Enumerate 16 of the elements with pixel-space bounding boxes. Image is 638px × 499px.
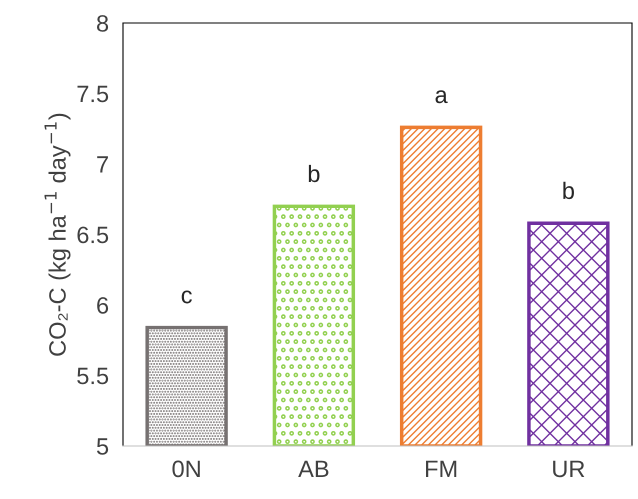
y-tick-label: 5.5 xyxy=(77,368,108,384)
y-tick-label: 7 xyxy=(97,156,108,173)
annotation: c xyxy=(182,290,192,304)
annotation: b xyxy=(563,182,574,200)
x-tick-label: FM xyxy=(426,460,456,477)
y-tick-label: 8 xyxy=(97,15,108,32)
y-axis-title: CO₂-C (kg ha$^{−1}$ day$^{−1}$) xyxy=(44,114,71,356)
y-tick-label: 6 xyxy=(97,297,108,314)
x-tick-label: UR xyxy=(553,460,584,478)
y-tick-label: 7.5 xyxy=(78,86,108,102)
annotation: a xyxy=(436,90,448,104)
y-tick-label: 6.5 xyxy=(77,226,108,244)
x-tick-label: AB xyxy=(298,460,328,477)
annotation: b xyxy=(308,164,320,182)
y-tick-label: 5 xyxy=(96,438,108,455)
x-tick-label: 0N xyxy=(172,460,200,478)
